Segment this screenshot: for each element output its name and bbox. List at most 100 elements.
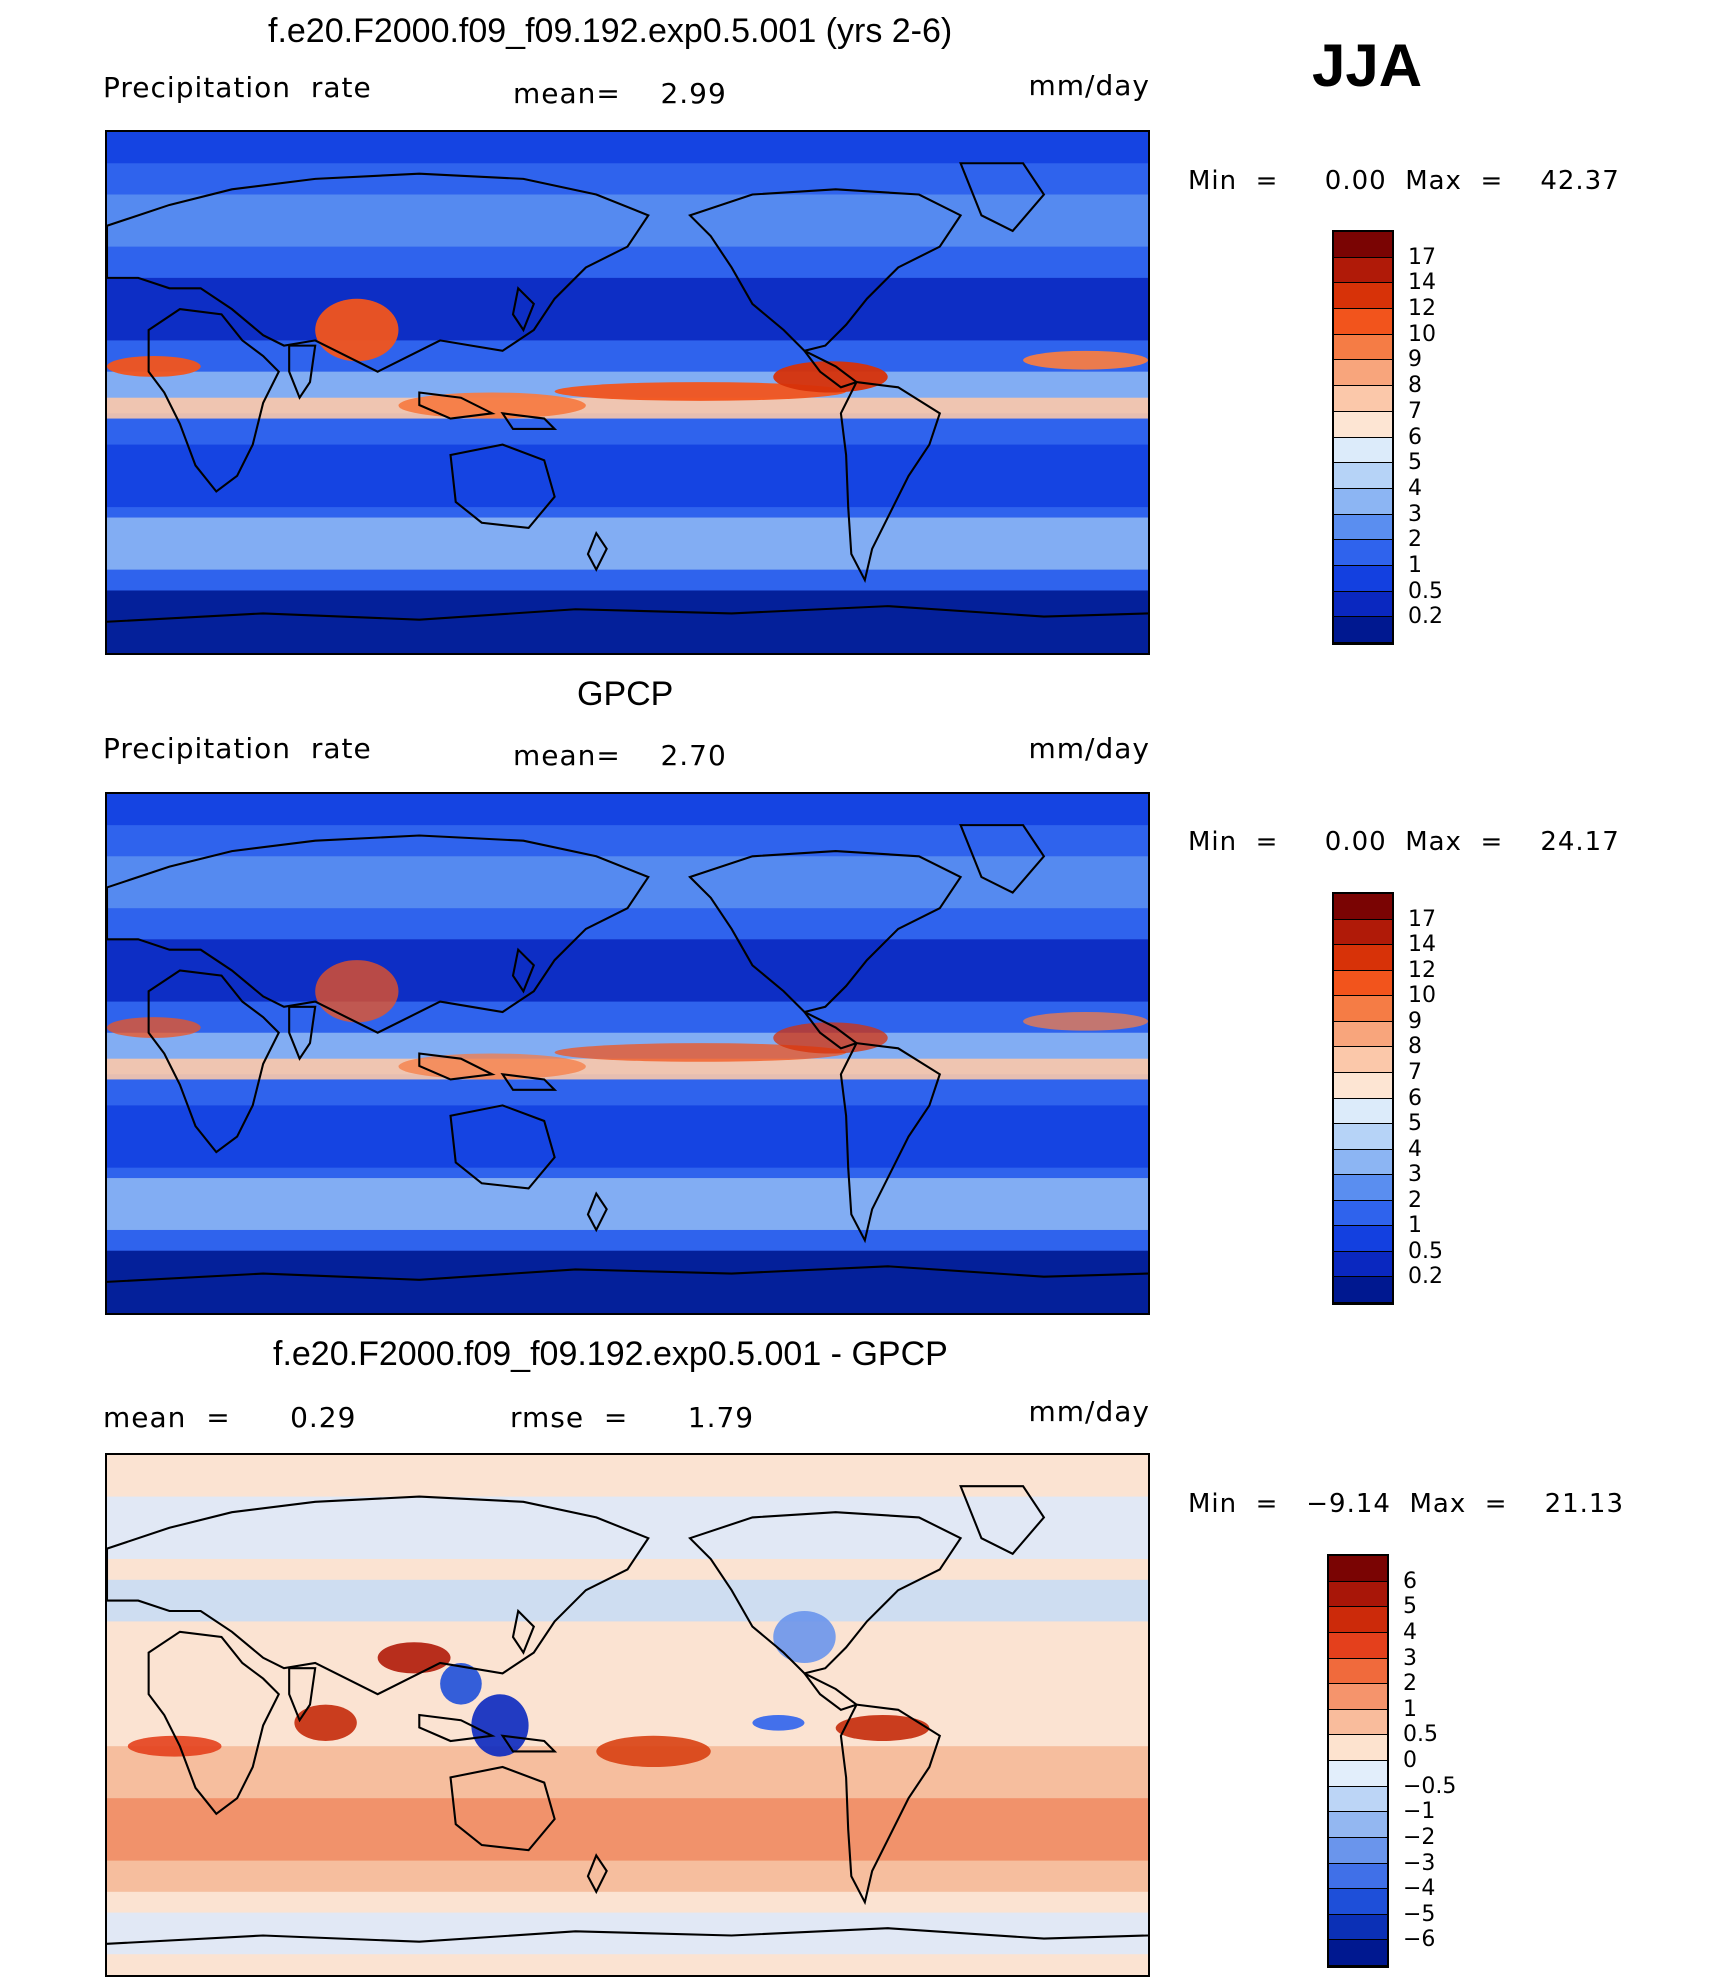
colorbar-tick-label: 7 (1408, 398, 1422, 424)
colorbar-tick-label: 6 (1403, 1568, 1417, 1594)
colorbar-swatch (1329, 1556, 1387, 1582)
colorbar-swatch (1334, 411, 1392, 438)
colorbar-swatch (1334, 1175, 1392, 1201)
colorbar-tick-label: 3 (1403, 1645, 1417, 1671)
colorbar-tick-label: 14 (1408, 932, 1436, 958)
map-plot (107, 1455, 1148, 1975)
colorbar-tick-label: 0 (1403, 1748, 1417, 1773)
colorbar-tick-label: 12 (1408, 957, 1436, 983)
colorbar-swatch (1334, 970, 1392, 997)
colorbar-swatch (1329, 1914, 1387, 1941)
colorbar-swatch (1334, 945, 1392, 971)
colorbar-swatch (1334, 1277, 1392, 1303)
colorbar-swatch (1334, 996, 1392, 1022)
colorbar-swatch (1334, 283, 1392, 310)
colorbar-swatch (1329, 1761, 1387, 1787)
colorbar-tick-label: −2 (1403, 1824, 1436, 1850)
colorbar-tick-label: 10 (1408, 983, 1436, 1009)
colorbar-swatch (1329, 1735, 1387, 1761)
colorbar-swatch (1334, 257, 1392, 284)
colorbar-tick-label: 12 (1408, 296, 1436, 322)
colorbar-tick-label: 0.2 (1408, 1264, 1443, 1290)
season-label: JJA (1312, 32, 1423, 99)
colorbar-tick-label: 14 (1408, 270, 1436, 296)
colorbar-swatch (1329, 1709, 1387, 1736)
colorbar-tick-label: −4 (1403, 1876, 1436, 1902)
colorbar-tick-label: 1 (1403, 1696, 1417, 1722)
colorbar-tick-label: −0.5 (1403, 1773, 1457, 1799)
colorbar-swatch (1334, 1200, 1392, 1227)
colorbar-tick-label: 9 (1408, 1008, 1422, 1034)
panel-stat-label: mean= 2.70 (513, 739, 727, 772)
panel-left-label: Precipitation rate (103, 71, 372, 104)
colorbar-tick-label: 17 (1408, 906, 1436, 932)
panel-title: f.e20.F2000.f09_f09.192.exp0.5.001 (yrs … (268, 12, 953, 50)
panel-left-label: mean = 0.29 (103, 1401, 357, 1434)
colorbar-tick-label: 7 (1408, 1059, 1422, 1085)
units-label: mm/day (1028, 69, 1150, 102)
colorbar-swatch (1334, 309, 1392, 335)
colorbar-tick-label: 3 (1408, 501, 1422, 527)
colorbar-tick-label: 2 (1408, 1187, 1422, 1213)
colorbar-swatch (1329, 1684, 1387, 1710)
panel-title: f.e20.F2000.f09_f09.192.exp0.5.001 - GPC… (273, 1335, 948, 1373)
colorbar-swatch (1329, 1607, 1387, 1633)
min-max-label: Min = 0.00 Max = 42.37 (1188, 166, 1620, 196)
colorbar-swatch (1334, 1072, 1392, 1099)
colorbar-swatch (1334, 1047, 1392, 1073)
colorbar-swatch (1329, 1863, 1387, 1890)
colorbar-swatch (1334, 1124, 1392, 1150)
colorbar-swatch (1334, 540, 1392, 566)
colorbar (1327, 1554, 1389, 1968)
colorbar-tick-label: 0.5 (1408, 578, 1443, 604)
colorbar-swatch (1334, 437, 1392, 464)
panel-left-label: Precipitation rate (103, 732, 372, 765)
colorbar-tick-label: 9 (1408, 347, 1422, 373)
colorbar-tick-label: 2 (1408, 527, 1422, 553)
colorbar-swatch (1329, 1889, 1387, 1915)
colorbar-tick-label: 2 (1403, 1671, 1417, 1697)
colorbar-tick-label: 4 (1403, 1619, 1417, 1645)
colorbar-swatch (1329, 1581, 1387, 1608)
colorbar-tick-label: 0.5 (1403, 1722, 1438, 1748)
colorbar-tick-label: 1 (1408, 552, 1422, 578)
colorbar-swatch (1334, 514, 1392, 541)
colorbar-swatch (1334, 1021, 1392, 1048)
panel-stat-label: mean= 2.99 (513, 77, 727, 110)
colorbar-swatch (1334, 591, 1392, 618)
colorbar-swatch (1329, 1786, 1387, 1813)
colorbar-swatch (1334, 617, 1392, 643)
colorbar (1332, 892, 1394, 1305)
colorbar-tick-label: 5 (1403, 1594, 1417, 1620)
min-max-label: Min = −9.14 Max = 21.13 (1188, 1489, 1625, 1519)
colorbar-swatch (1329, 1632, 1387, 1659)
panel-stat-label: rmse = 1.79 (510, 1401, 755, 1434)
colorbar-tick-label: 17 (1408, 244, 1436, 270)
colorbar-tick-label: 10 (1408, 321, 1436, 347)
colorbar-swatch (1334, 565, 1392, 592)
colorbar-swatch (1334, 463, 1392, 489)
map-plot (107, 794, 1148, 1313)
colorbar-tick-label: 4 (1408, 1136, 1422, 1162)
colorbar-tick-label: −5 (1403, 1901, 1436, 1927)
colorbar-swatch (1329, 1837, 1387, 1864)
colorbar-tick-label: −1 (1403, 1799, 1436, 1825)
colorbar-swatch (1329, 1658, 1387, 1685)
colorbar-swatch (1334, 894, 1392, 920)
panel-title: GPCP (577, 675, 674, 713)
colorbar-tick-label: −3 (1403, 1850, 1436, 1876)
colorbar-swatch (1334, 1098, 1392, 1125)
colorbar-swatch (1329, 1940, 1387, 1966)
colorbar-tick-label: 0.5 (1408, 1238, 1443, 1264)
precipitation-map (105, 792, 1150, 1315)
colorbar-swatch (1334, 1226, 1392, 1252)
colorbar-tick-label: 8 (1408, 1034, 1422, 1060)
colorbar-swatch (1334, 488, 1392, 515)
precipitation-map (105, 130, 1150, 655)
map-plot (107, 132, 1148, 653)
colorbar-swatch (1334, 1149, 1392, 1176)
colorbar-swatch (1329, 1812, 1387, 1838)
units-label: mm/day (1028, 1395, 1150, 1428)
units-label: mm/day (1028, 732, 1150, 765)
colorbar-tick-label: 6 (1408, 424, 1422, 450)
